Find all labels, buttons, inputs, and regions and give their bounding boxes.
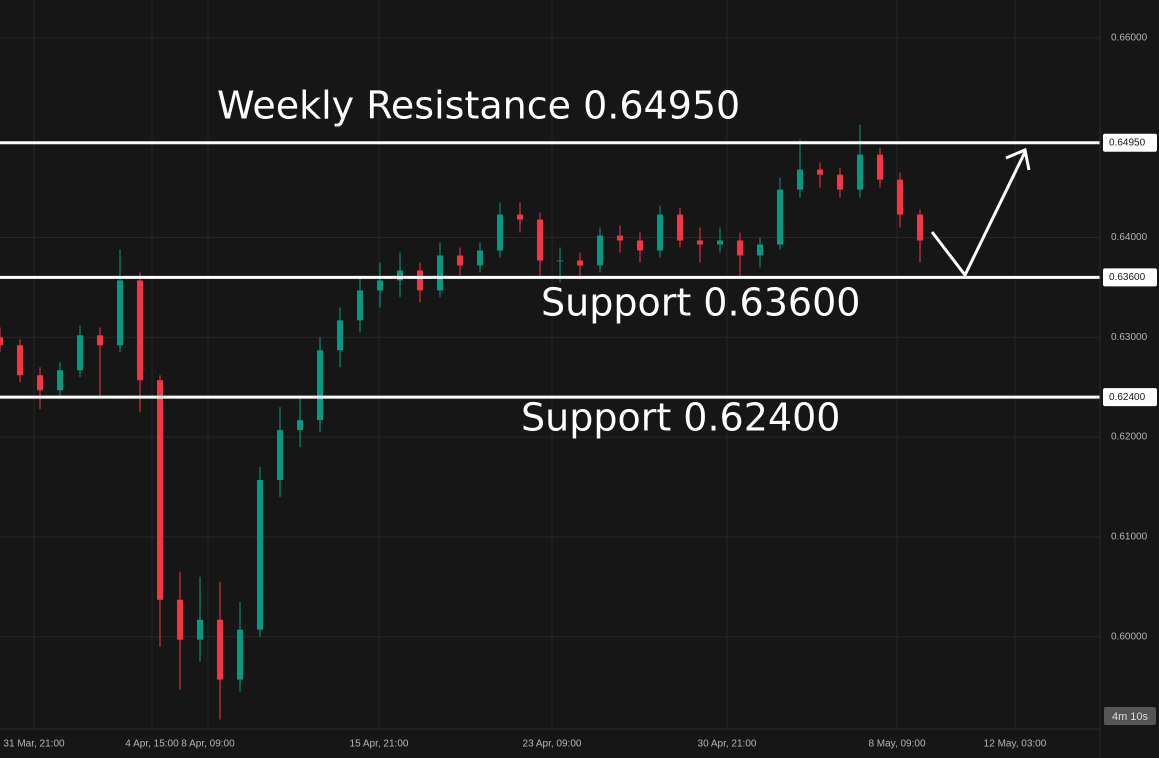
candle-body [837, 174, 843, 190]
candle-body [197, 619, 203, 640]
x-tick-label: 15 Apr, 21:00 [350, 739, 409, 750]
candle-body [337, 320, 343, 351]
candle-body [657, 214, 663, 251]
y-tick-label: 0.62000 [1111, 432, 1148, 443]
level-label: 0.64950 [1109, 137, 1146, 148]
countdown: 4m 10s [1112, 711, 1149, 723]
candle-body [157, 380, 163, 600]
candle-body [437, 255, 443, 291]
level-label-box [1103, 268, 1157, 287]
candle-body [17, 345, 23, 376]
x-tick-label: 8 Apr, 09:00 [181, 739, 235, 750]
annotation: Weekly Resistance 0.64950 [217, 84, 740, 128]
candle-body [597, 235, 603, 266]
candle-body [217, 619, 223, 680]
candle-body [777, 189, 783, 245]
candle-body [317, 350, 323, 421]
candle-body [617, 235, 623, 241]
candle-body [97, 335, 103, 346]
arrow-head [1005, 147, 1031, 171]
x-tick-label: 4 Apr, 15:00 [125, 739, 179, 750]
candle-body [417, 270, 423, 291]
candle-body [677, 214, 683, 241]
candle-body [737, 240, 743, 256]
candle-body [797, 169, 803, 190]
candle-body [877, 154, 883, 180]
candle-body [237, 629, 243, 680]
levels: 0.64950 Weekly Resistance 0.64950 0.63600 S… [0, 84, 1157, 440]
candle-body [37, 375, 43, 391]
annotation: Support 0.62400 [521, 396, 840, 440]
candle-body [817, 169, 823, 175]
candle-body [177, 599, 183, 640]
grid [0, 0, 1100, 728]
candle-body [757, 244, 763, 256]
candle-body [277, 430, 283, 481]
candle-body [77, 335, 83, 371]
x-tick-label: 12 May, 03:00 [984, 739, 1047, 750]
candle-body [637, 240, 643, 251]
candle-body [457, 255, 463, 266]
x-tick-label: 31 Mar, 21:00 [3, 739, 65, 750]
x-tick-label: 8 May, 09:00 [868, 739, 926, 750]
candle-body [477, 250, 483, 266]
candle-body [137, 280, 143, 381]
candle-body [577, 260, 583, 266]
candle-body [497, 214, 503, 251]
y-tick-label: 0.60000 [1111, 631, 1148, 642]
candle-body [717, 240, 723, 245]
y-tick-label: 0.63000 [1111, 332, 1148, 343]
candle-body [557, 260, 563, 262]
candle-body [897, 179, 903, 215]
x-tick-label: 30 Apr, 21:00 [698, 739, 757, 750]
y-tick-label: 0.64000 [1111, 232, 1148, 243]
candle-body [57, 370, 63, 391]
candle-body [257, 480, 263, 630]
candle-body [857, 154, 863, 190]
y-tick-label: 0.61000 [1111, 532, 1148, 543]
candle-body [117, 280, 123, 346]
candle-body [377, 280, 383, 291]
candle-body [297, 420, 303, 431]
annotation: Support 0.63600 [541, 281, 860, 325]
countdown-box [1104, 707, 1156, 725]
level-label: 0.63600 [1109, 272, 1146, 283]
level-label-box [1103, 388, 1157, 407]
candles [0, 124, 923, 720]
candle-body [697, 240, 703, 245]
forecast-arrow [930, 151, 1027, 278]
x-tick-label: 23 Apr, 09:00 [523, 739, 582, 750]
candle-body [357, 290, 363, 321]
axes: 0.60000 0.61000 0.62000 0.63000 0.64000 0.660… [3, 33, 1147, 750]
candle-body [0, 337, 3, 346]
level-label-box [1103, 133, 1157, 152]
candle-body [917, 214, 923, 241]
candle-body [397, 270, 403, 281]
level-label: 0.62400 [1109, 392, 1146, 403]
candle-body [517, 214, 523, 220]
y-tick-label: 0.66000 [1111, 33, 1148, 44]
candle-body [537, 219, 543, 261]
